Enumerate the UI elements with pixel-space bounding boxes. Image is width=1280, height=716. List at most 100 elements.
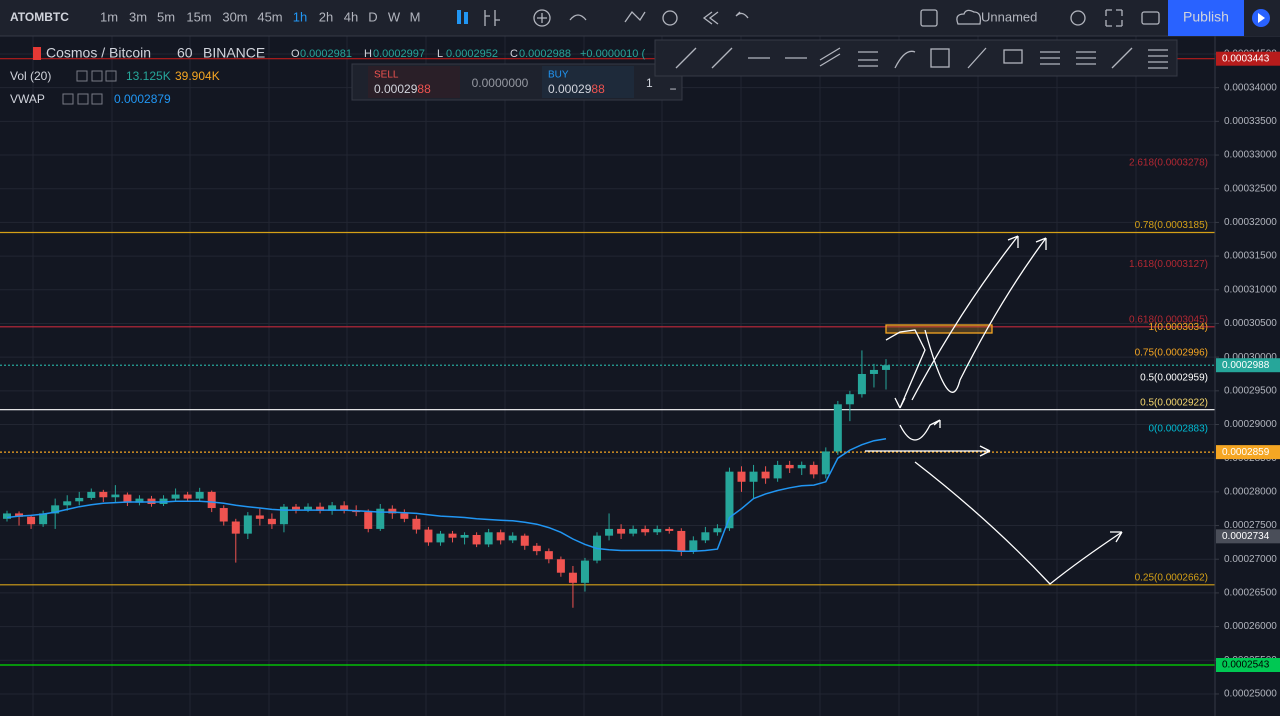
fib-label: 0.618(0.0003045) [1129, 314, 1208, 325]
add-icon[interactable] [533, 9, 551, 27]
brush-tool[interactable] [894, 50, 916, 69]
quantity-minus[interactable]: − [669, 82, 676, 96]
interval-button[interactable]: 3m [129, 9, 147, 24]
y-tick-label: 0.00033500 [1224, 116, 1277, 127]
y-tick-label: 0.00034000 [1224, 82, 1277, 93]
ohlc-change: +0.0000010 ( [580, 48, 645, 60]
candle-body [496, 532, 505, 541]
toolbar [0, 0, 1280, 36]
candle-body [641, 528, 650, 533]
interval-button[interactable]: 2h [319, 9, 333, 24]
fib-ext-tool[interactable] [1040, 51, 1060, 65]
ray-tool[interactable] [711, 47, 733, 69]
candle-body [304, 506, 313, 510]
interval-button[interactable]: 1h [293, 9, 307, 24]
candle-body [364, 512, 373, 529]
buy-button[interactable] [542, 66, 634, 98]
replay-icon[interactable] [702, 11, 719, 25]
candle-body [665, 528, 674, 531]
y-tick-label: 0.00031500 [1224, 251, 1277, 262]
more-tool[interactable] [1148, 49, 1168, 69]
layout-name[interactable]: Unnamed [981, 9, 1037, 24]
candle-body [472, 534, 481, 545]
interval-button[interactable]: 4h [344, 9, 358, 24]
volume-ma-value: 39.904K [175, 69, 220, 83]
interval-button[interactable]: W [388, 9, 401, 24]
sell-price-tail[interactable]: 88 [417, 82, 431, 96]
price-axis [1215, 36, 1280, 716]
settings-icon[interactable] [1070, 10, 1086, 26]
symbol[interactable]: ATOMBTC [10, 10, 69, 24]
interval-button[interactable]: M [410, 9, 421, 24]
interval-button[interactable]: D [368, 9, 377, 24]
intervals: 1m 3m 5m 15m 30m 45m 1h 2h 4h D W M [100, 9, 420, 24]
sell-price[interactable]: 0.00029 [374, 82, 418, 96]
y-tick-label: 0.00027500 [1224, 520, 1277, 531]
indicator-icon[interactable] [569, 14, 587, 21]
candle-body [448, 533, 457, 538]
price-badge [1216, 529, 1280, 544]
candle-icon[interactable] [464, 12, 468, 24]
y-tick-label: 0.00032000 [1224, 217, 1277, 228]
arrow-drawing [924, 237, 1047, 393]
candle-body [882, 365, 890, 370]
y-tick-label: 0.00028000 [1224, 487, 1277, 498]
price-badge [1216, 358, 1280, 373]
snapshot-icon[interactable] [1141, 11, 1160, 25]
fib-tool[interactable] [858, 51, 878, 67]
publish-button[interactable] [1168, 0, 1244, 36]
alert-icon[interactable] [662, 10, 678, 26]
path-tool[interactable] [1111, 47, 1133, 69]
interval-button[interactable]: 15m [186, 9, 211, 24]
bars-icon[interactable] [484, 10, 500, 26]
add-icon[interactable] [537, 13, 547, 23]
buy-price[interactable]: 0.0002988 [548, 82, 605, 96]
candle-body [845, 394, 854, 405]
price-badge-label: 0.0002859 [1222, 447, 1270, 458]
y-tick-label: 0.00026500 [1224, 588, 1277, 599]
price-badge-label: 0.0002734 [1222, 531, 1270, 542]
interval-button[interactable]: 5m [157, 9, 175, 24]
price-badge-label: 0.0002543 [1222, 660, 1270, 671]
interval-button[interactable]: 30m [222, 9, 247, 24]
play-icon [1258, 13, 1265, 23]
candle-body [725, 471, 734, 529]
interval-button[interactable]: 45m [257, 9, 282, 24]
candle-body [701, 532, 710, 541]
candle-body [605, 528, 614, 536]
fullscreen-icon[interactable] [1105, 9, 1123, 27]
arrow-drawing [911, 235, 1019, 401]
grid-layer [0, 53, 1215, 695]
candle-body [135, 498, 144, 503]
volume-value: 13.125K [126, 69, 171, 83]
buy-price[interactable]: 0.00029 [548, 82, 592, 96]
fib-label: 0.75(0.0002996) [1135, 347, 1208, 358]
ohlc-key: L [437, 48, 443, 60]
y-tick-label: 0.00025000 [1224, 689, 1277, 700]
buy-price-tail[interactable]: 88 [591, 82, 605, 96]
channel-tool[interactable] [819, 47, 841, 67]
pitchfork-tool[interactable] [1076, 51, 1096, 65]
rect-drawing [885, 324, 993, 334]
pen-tool[interactable] [967, 47, 987, 69]
cloud-icon[interactable] [956, 9, 982, 25]
rect-tool[interactable] [930, 48, 950, 68]
candle-icon[interactable] [457, 10, 461, 24]
layout-icon[interactable] [920, 9, 938, 27]
interval-button[interactable]: 1m [100, 9, 118, 24]
sell-price[interactable]: 0.0002988 [374, 82, 431, 96]
arrow-drawing [885, 329, 926, 409]
buy-label[interactable]: BUY [548, 70, 569, 81]
publish-label[interactable]: Publish [1183, 9, 1229, 25]
undo-icon[interactable] [735, 11, 749, 19]
quantity[interactable]: 1 [646, 76, 653, 90]
sell-button[interactable] [368, 66, 460, 98]
trendline-tool[interactable] [675, 47, 697, 69]
compare-icon[interactable] [624, 10, 646, 23]
note-tool[interactable] [1003, 49, 1023, 64]
candle-body [484, 532, 493, 545]
candle-body [87, 491, 96, 498]
sell-label[interactable]: SELL [374, 70, 399, 81]
candle-body [761, 471, 770, 479]
